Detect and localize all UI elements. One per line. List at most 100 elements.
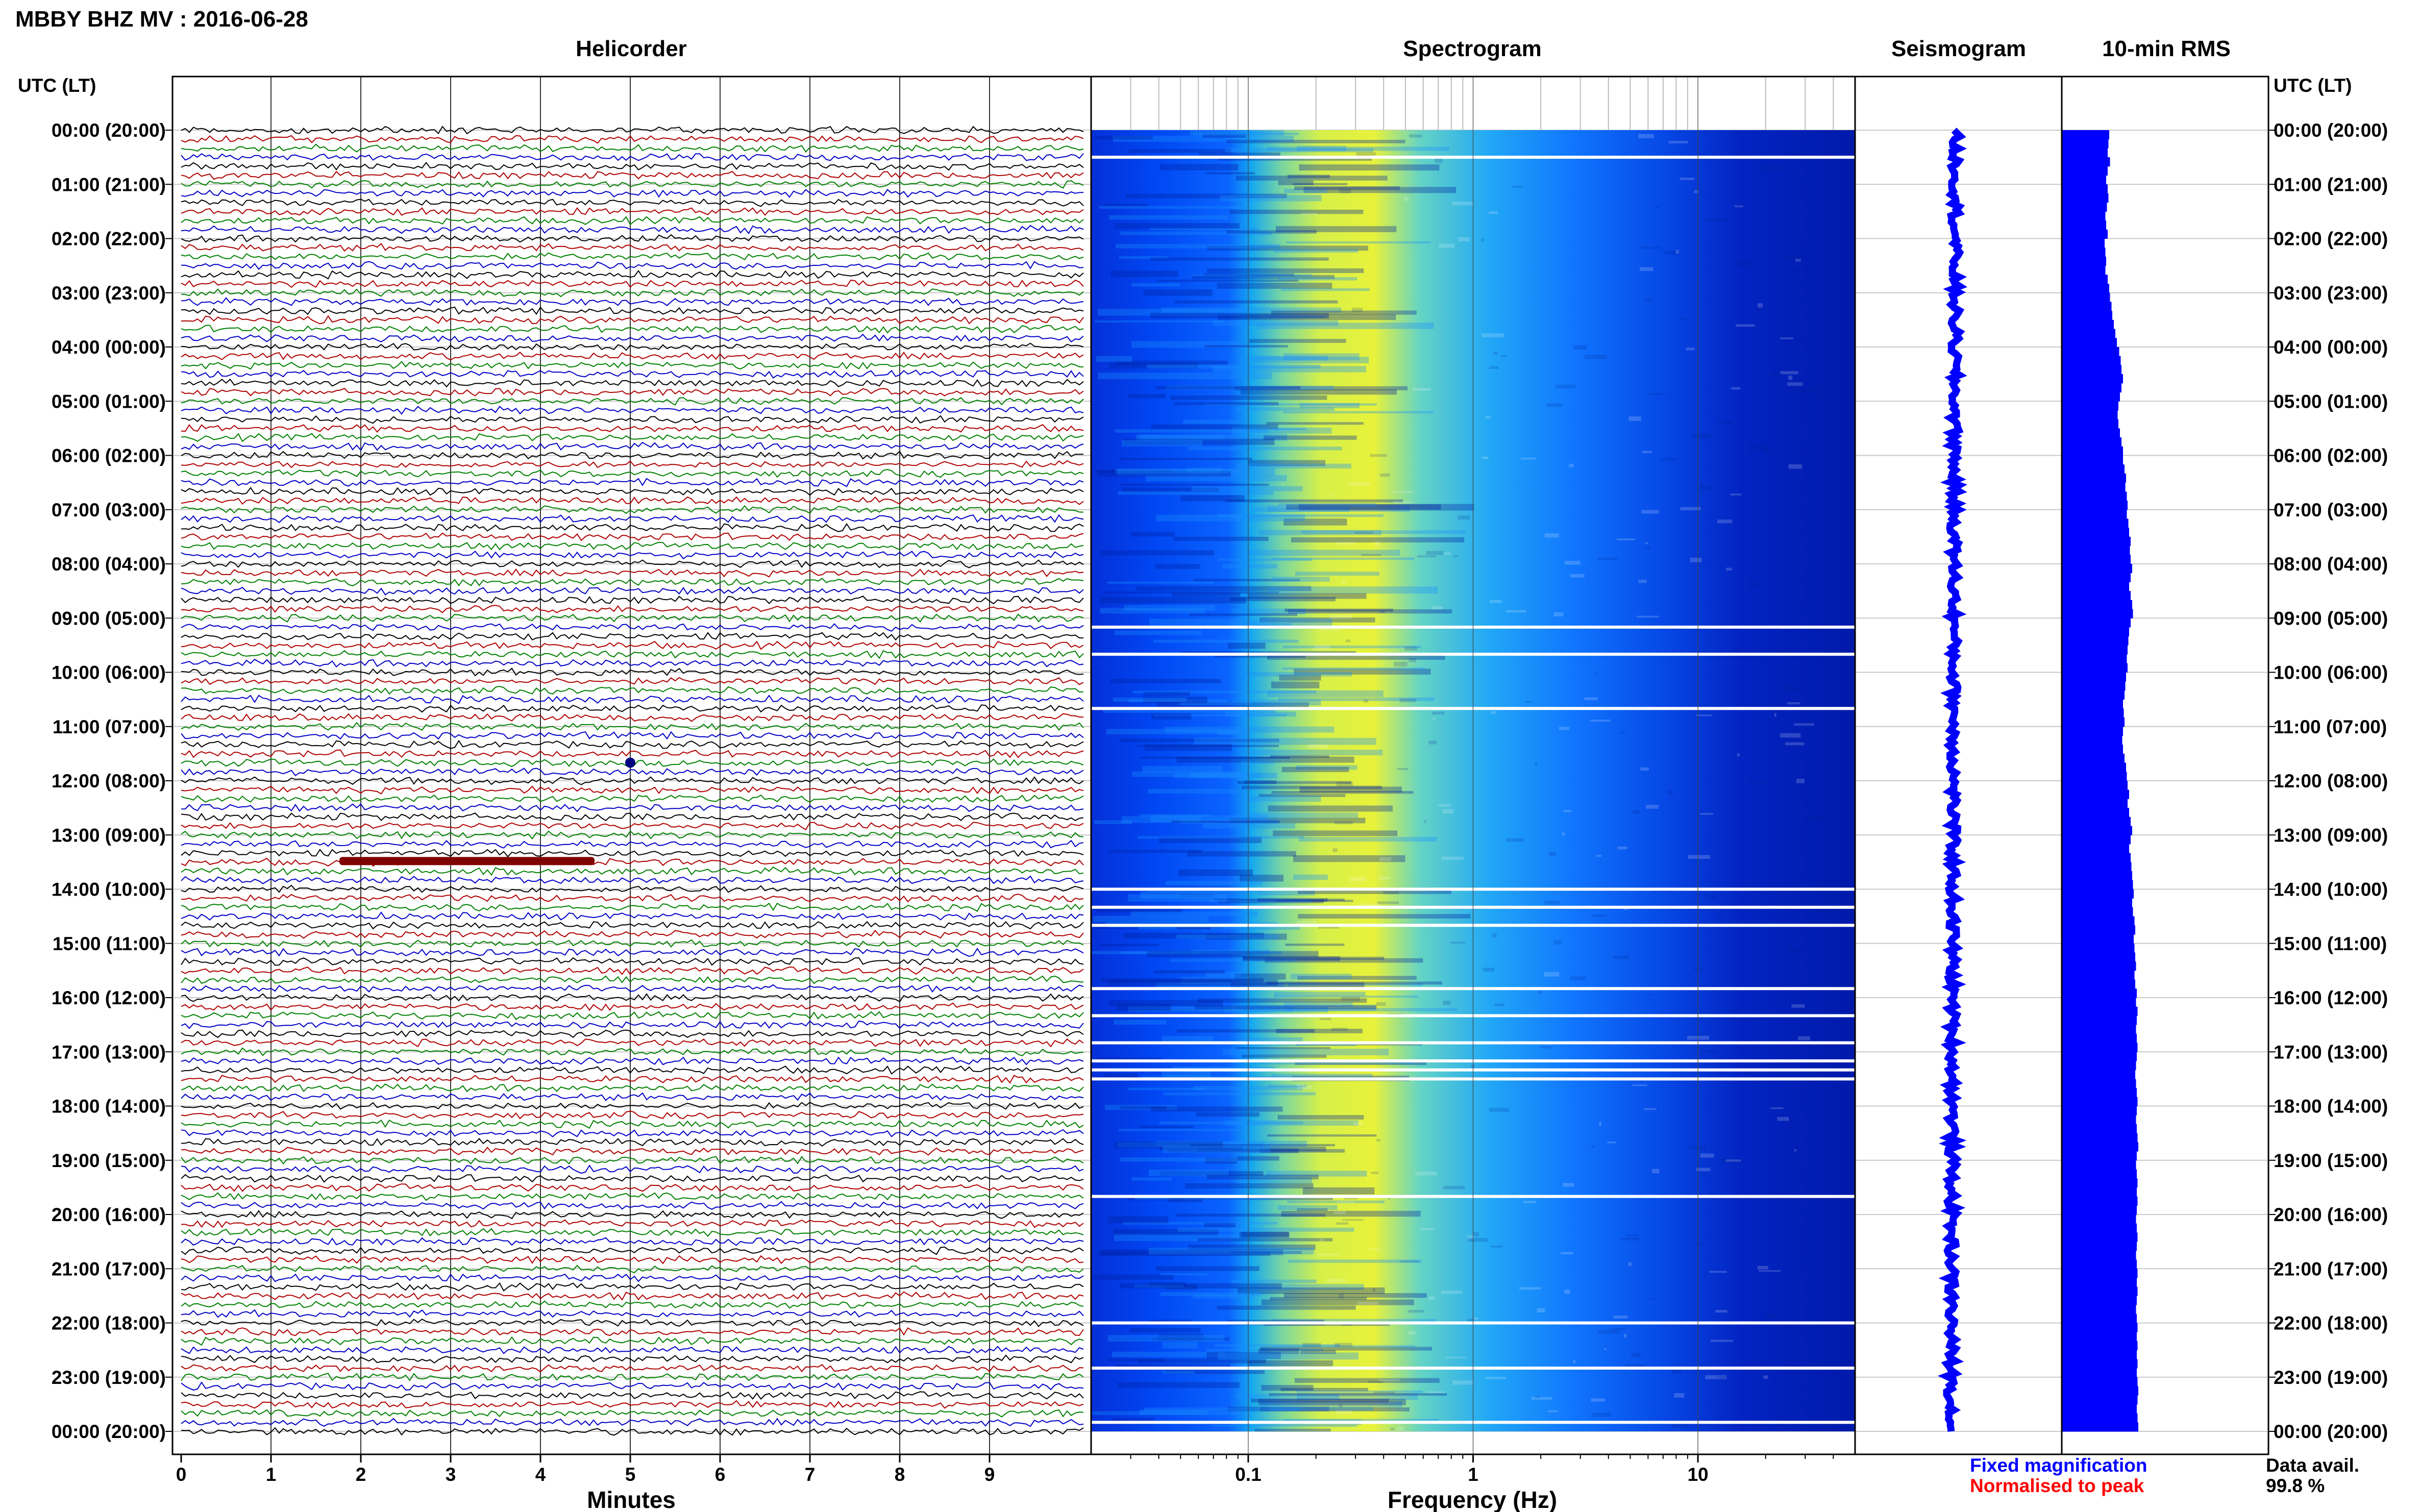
helicorder-trace bbox=[181, 189, 1084, 198]
rms-bar bbox=[2062, 1097, 2138, 1106]
minute-tick-label: 0 bbox=[176, 1464, 187, 1485]
spectrogram-streak bbox=[1299, 403, 1360, 408]
rms-bar bbox=[2062, 1368, 2137, 1378]
spectrogram-streak bbox=[1224, 1120, 1359, 1126]
spectrogram-streak bbox=[1236, 1394, 1340, 1400]
spectrogram-streak bbox=[1162, 1036, 1214, 1042]
spectrogram-speckle bbox=[1361, 554, 1381, 556]
spectrogram-streak bbox=[1138, 1358, 1266, 1364]
spectrogram-speckle bbox=[1563, 1183, 1574, 1187]
spectrogram-speckle bbox=[1482, 333, 1504, 338]
spectrogram-speckle bbox=[1642, 451, 1652, 453]
time-labels: 00:00 (20:00) 00:00 (20:00) 01:00 (21:00) 0… bbox=[52, 120, 2388, 1442]
spectrogram-speckle bbox=[1408, 1310, 1424, 1313]
spectrogram-streak bbox=[1240, 357, 1369, 363]
rms-bar bbox=[2062, 419, 2118, 429]
spectrogram-speckle bbox=[1329, 614, 1351, 619]
spectrogram-streak bbox=[1128, 894, 1227, 902]
helicorder-trace bbox=[181, 1354, 1084, 1364]
helicorder-trace bbox=[181, 975, 1084, 984]
helicorder-trace bbox=[181, 822, 1084, 831]
spectrogram-speckle bbox=[1598, 1330, 1620, 1334]
spectrogram-streak bbox=[1142, 766, 1222, 773]
helicorder-trace bbox=[181, 1083, 1084, 1093]
rms-bar bbox=[2062, 745, 2123, 754]
spectrogram-streak bbox=[1247, 812, 1359, 819]
spectrogram-streak bbox=[1149, 618, 1332, 626]
spectrogram-speckle bbox=[1654, 206, 1660, 209]
spectrogram-streak bbox=[1118, 491, 1274, 495]
spectrogram-streak bbox=[1173, 536, 1269, 541]
spectrogram-streak bbox=[1271, 681, 1320, 688]
spectrogram-speckle bbox=[1570, 976, 1586, 981]
spectrogram-speckle bbox=[1353, 1122, 1363, 1125]
spectrogram-streak bbox=[1267, 505, 1410, 512]
spectrogram-streak bbox=[1197, 998, 1367, 1003]
spectrogram-speckle bbox=[1445, 1356, 1466, 1358]
spectrogram-streak bbox=[1257, 898, 1328, 902]
helicorder-trace bbox=[181, 460, 1084, 468]
rms-bar bbox=[2062, 265, 2106, 275]
spectrogram-speckle bbox=[1696, 1168, 1711, 1172]
helicorder-trace bbox=[181, 180, 1084, 189]
helicorder-trace bbox=[181, 830, 1084, 840]
spectrogram-speckle bbox=[1492, 933, 1497, 938]
spectrogram-streak bbox=[1278, 277, 1357, 281]
rms-bar bbox=[2062, 1178, 2138, 1188]
spectrogram-speckle bbox=[1336, 1222, 1349, 1225]
helicorder-trace bbox=[181, 1273, 1084, 1282]
spectrogram-speckle bbox=[1356, 152, 1376, 156]
helicorder-trace bbox=[181, 207, 1084, 216]
helicorder-trace bbox=[181, 640, 1084, 650]
spectrogram-speckle bbox=[1788, 464, 1803, 469]
minute-tick-label: 3 bbox=[446, 1464, 456, 1485]
helicorder-trace bbox=[181, 739, 1084, 749]
spectrogram-streak bbox=[1254, 356, 1328, 361]
spectrogram-speckle bbox=[1331, 1027, 1348, 1031]
spectrogram-streak bbox=[1128, 1197, 1183, 1201]
spectrogram-streak bbox=[1278, 697, 1435, 701]
spectrogram-speckle bbox=[1553, 612, 1564, 616]
time-label-right: 19:00 (15:00) bbox=[2274, 1150, 2388, 1171]
spectrogram-streak bbox=[1151, 713, 1192, 720]
spectrogram-speckle bbox=[1591, 1145, 1595, 1148]
helicorder-trace bbox=[181, 677, 1084, 685]
spectrogram-streak bbox=[1165, 1284, 1197, 1290]
helicorder-trace bbox=[181, 342, 1084, 351]
spectrogram-speckle bbox=[1688, 855, 1710, 859]
spectrogram-streak bbox=[1258, 1399, 1406, 1405]
helicorder-trace bbox=[181, 613, 1084, 623]
spectrogram-streak bbox=[1191, 274, 1313, 277]
spectrogram-streak bbox=[1301, 530, 1466, 534]
spectrogram-speckle bbox=[1717, 519, 1733, 524]
spectrogram-streak bbox=[1142, 1076, 1293, 1078]
rms-bar bbox=[2062, 1332, 2137, 1342]
spectrogram-streak bbox=[1134, 1284, 1184, 1288]
spectrogram-streak bbox=[1275, 226, 1397, 233]
rms-bar bbox=[2062, 1106, 2137, 1116]
helicorder-trace bbox=[181, 135, 1084, 144]
spectrogram-streak bbox=[1181, 977, 1250, 984]
time-label-right: 02:00 (22:00) bbox=[2274, 229, 2388, 250]
spectrogram-streak bbox=[1281, 288, 1370, 291]
spectrogram-streak bbox=[1096, 908, 1182, 913]
spectrogram-streak bbox=[1153, 639, 1299, 643]
helicorder-trace bbox=[181, 1228, 1084, 1237]
spectrogram-speckle bbox=[1378, 877, 1391, 880]
spectrogram-streak bbox=[1296, 145, 1347, 152]
helicorder-trace bbox=[181, 468, 1084, 478]
helicorder-trace bbox=[181, 550, 1084, 560]
spectrogram-streak bbox=[1286, 1008, 1458, 1011]
spectrogram-streak bbox=[1280, 1387, 1368, 1392]
spectrogram-streak bbox=[1204, 345, 1288, 348]
spectrogram-streak bbox=[1197, 1238, 1333, 1242]
spectrogram-speckle bbox=[1336, 781, 1353, 786]
helicorder-trace bbox=[181, 1192, 1084, 1201]
spectrogram-streak bbox=[1128, 394, 1166, 399]
spectrogram-speckle bbox=[1759, 1270, 1781, 1272]
spectrogram-speckle bbox=[1319, 1238, 1324, 1242]
time-label-left: 22:00 (18:00) bbox=[52, 1313, 166, 1334]
panel-title-rms: 10-min RMS bbox=[2102, 36, 2231, 61]
rms-bar bbox=[2062, 446, 2123, 456]
spectrogram-streak bbox=[1171, 820, 1280, 823]
